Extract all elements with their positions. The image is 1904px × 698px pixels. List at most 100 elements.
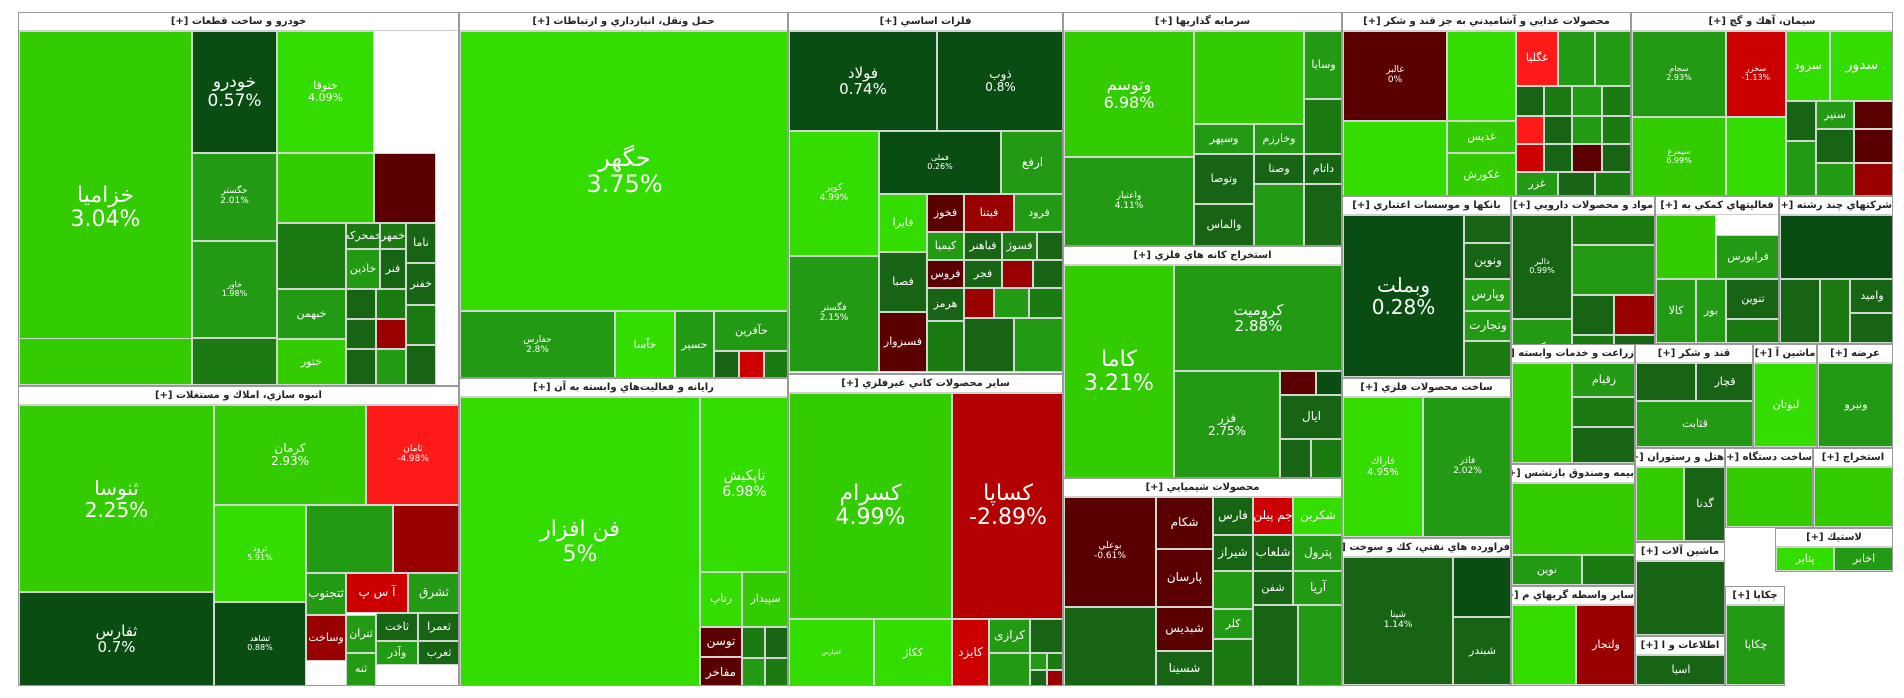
stock-tile[interactable] [1850,313,1892,343]
stock-tile[interactable]: شیراز [1213,535,1253,571]
stock-tile[interactable]: سنیر [1816,101,1854,129]
stock-tile[interactable] [742,658,765,685]
stock-tile[interactable]: مفاخر [700,657,742,685]
stock-tile[interactable]: فن افزار 5% [460,397,700,685]
stock-tile[interactable] [739,351,764,377]
stock-tile[interactable] [1280,439,1311,477]
stock-tile[interactable]: وامید [1850,279,1892,313]
stock-tile[interactable]: خمهر [380,223,406,249]
stock-tile[interactable]: کرومیت 2.88% [1174,265,1341,371]
stock-tile[interactable] [1453,557,1510,617]
stock-tile[interactable]: ایال [1280,395,1341,439]
stock-tile[interactable] [406,345,436,385]
stock-tile[interactable]: زقیام [1572,363,1634,397]
stock-tile[interactable]: والماس [1194,204,1254,245]
stock-tile[interactable] [964,288,994,318]
stock-tile[interactable] [1595,31,1630,86]
stock-tile[interactable] [989,653,1030,685]
stock-tile[interactable] [1544,144,1572,172]
stock-tile[interactable]: وخارزم [1254,124,1304,154]
stock-tile[interactable]: قثابت [1636,401,1752,447]
sector-header[interactable]: انبوه سازي، املاك و مستغلات [+] [19,387,458,405]
sector-header[interactable]: شركتهاي چند رشته [+] [1780,197,1892,215]
stock-tile[interactable]: فباهنر [964,232,1002,260]
stock-tile[interactable]: کساپا -2.89% [952,393,1062,619]
stock-tile[interactable]: ثشاهد 0.88% [214,602,306,685]
stock-tile[interactable]: خودرو 0.57% [192,31,277,153]
stock-tile[interactable] [1854,163,1892,195]
stock-tile[interactable] [306,505,393,573]
stock-tile[interactable]: واعتبار 4.11% [1064,157,1194,245]
stock-tile[interactable]: کاما 3.21% [1064,265,1174,477]
stock-tile[interactable]: لبوتان [1754,363,1816,447]
stock-tile[interactable] [192,338,277,385]
stock-tile[interactable] [1814,467,1892,527]
stock-tile[interactable] [1572,116,1602,144]
stock-tile[interactable] [1582,555,1634,585]
stock-tile[interactable]: جم پیلن [1253,497,1293,535]
sector-header[interactable]: استخراج كانه هاي فلزي [+] [1064,247,1341,265]
stock-tile[interactable]: شبدیس [1156,607,1213,651]
sector-header[interactable]: محصولات شيميايي [+] [1064,479,1341,497]
stock-tile[interactable]: ناما [406,223,436,263]
stock-tile[interactable]: پتایر [1776,547,1834,571]
stock-tile[interactable]: شفن [1253,571,1293,605]
stock-tile[interactable]: حفارس 2.8% [460,311,615,377]
stock-tile[interactable] [1512,363,1572,463]
sector-header[interactable]: ساير محصولات كاني غيرفلزي [+] [789,375,1062,393]
stock-tile[interactable]: خاور 1.98% [192,241,277,338]
stock-tile[interactable]: ختور [277,339,346,385]
stock-tile[interactable]: قچار [1696,363,1752,401]
sector-header[interactable]: هتل و رستوران [+] [1636,449,1724,467]
stock-tile[interactable]: خگستر 2.01% [192,153,277,241]
stock-tile[interactable] [1726,117,1786,195]
sector-header[interactable]: سيمان، آهك و گچ [+] [1632,13,1892,31]
sector-header[interactable]: ساخت دستگاه [+] [1726,449,1812,467]
stock-tile[interactable]: وسایا [1304,31,1341,99]
stock-tile[interactable] [1572,295,1614,335]
sector-header[interactable]: خودرو و ساخت قطعات [+] [19,13,458,31]
stock-tile[interactable] [1786,141,1816,195]
stock-tile[interactable]: پترول [1293,535,1341,571]
stock-tile[interactable]: کرازی [989,619,1030,653]
stock-tile[interactable] [277,223,346,289]
stock-tile[interactable] [1558,172,1595,195]
stock-tile[interactable]: شسینا [1156,651,1213,685]
stock-tile[interactable]: غالبر 0% [1343,31,1447,121]
stock-tile[interactable] [1298,605,1341,685]
stock-tile[interactable] [346,349,376,385]
sector-header[interactable]: رايانه و فعاليت‌هاي وابسته به آن [+] [460,379,787,397]
stock-tile[interactable]: فیتنا [964,194,1014,232]
stock-tile[interactable] [1213,639,1253,685]
stock-tile[interactable] [376,289,406,319]
stock-tile[interactable]: غزر [1516,172,1558,195]
stock-tile[interactable]: ثامان -4.98% [366,405,458,505]
stock-tile[interactable] [1512,605,1576,685]
stock-tile[interactable] [1316,371,1341,395]
stock-tile[interactable] [1572,427,1634,463]
stock-tile[interactable]: خبهمن [277,289,346,339]
stock-tile[interactable] [1656,215,1716,279]
stock-tile[interactable]: غکورش [1447,153,1516,195]
stock-tile[interactable]: خزامیا 3.04% [19,31,192,385]
stock-tile[interactable]: وتجارت [1464,311,1510,341]
stock-tile[interactable]: ثاخت [376,613,418,641]
stock-tile[interactable] [346,319,376,349]
stock-tile[interactable]: غگلیا [1516,31,1558,86]
stock-tile[interactable]: آریا [1293,571,1341,605]
stock-tile[interactable] [1253,605,1298,685]
stock-tile[interactable] [1820,279,1850,343]
sector-header[interactable]: مواد و محصولات دارويي [+] [1512,197,1654,215]
stock-tile[interactable] [1311,439,1341,477]
sector-header[interactable]: ماشين آ [+] [1754,345,1816,363]
stock-tile[interactable]: ثتجنوب [306,573,346,615]
stock-tile[interactable]: خمحرکه [346,223,380,249]
stock-tile[interactable] [1447,31,1516,121]
stock-tile[interactable]: ثتران [346,615,376,653]
stock-tile[interactable]: وسپهر [1194,124,1254,154]
stock-tile[interactable]: فسبزوار [879,312,927,372]
stock-tile[interactable]: فملی 0.26% [879,131,1001,194]
stock-tile[interactable] [1030,619,1062,653]
stock-tile[interactable]: فجر [964,260,1002,288]
stock-tile[interactable]: اسیا [1636,655,1724,685]
